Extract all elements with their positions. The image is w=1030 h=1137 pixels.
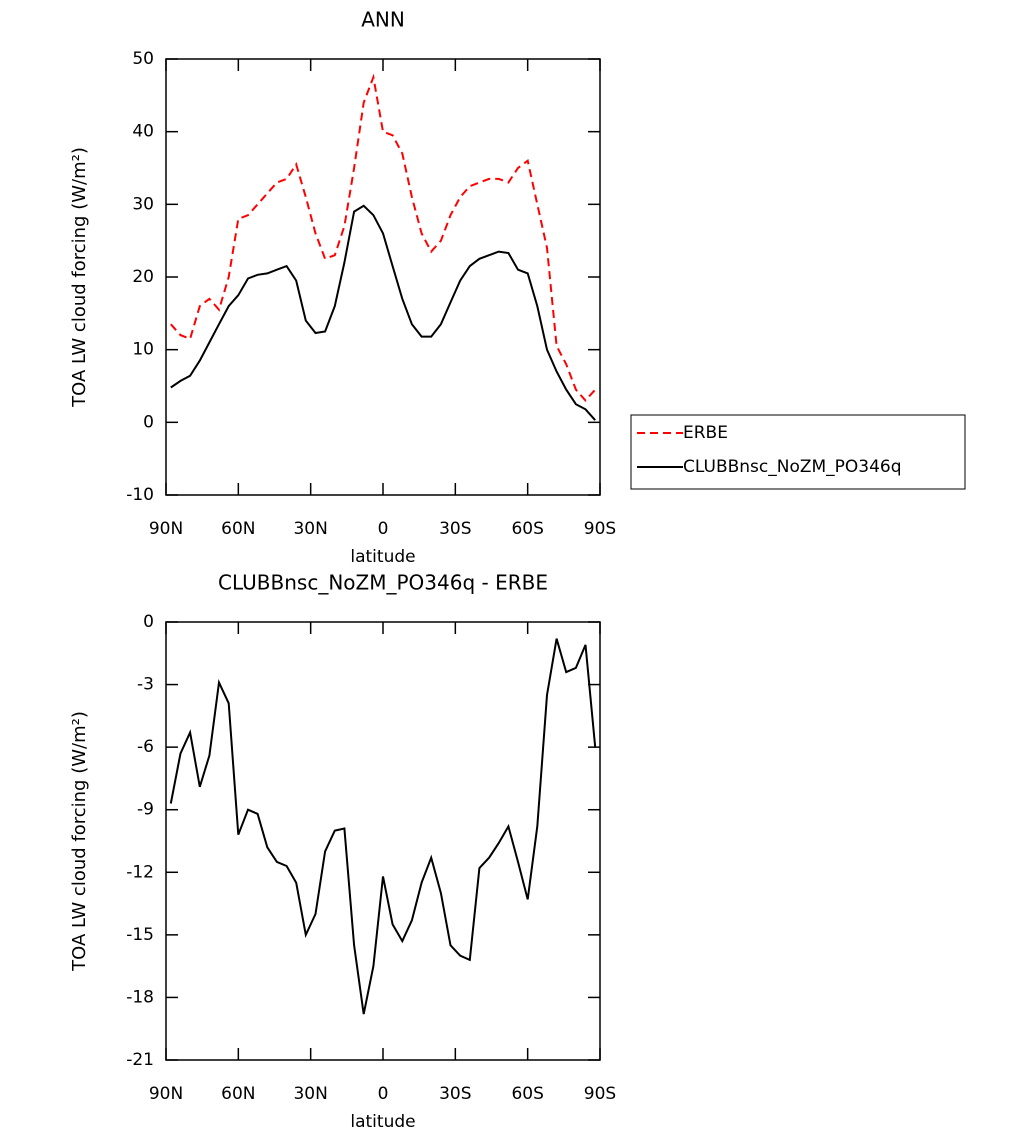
data-line: [170, 204, 596, 421]
x-tick-label: 60N: [221, 519, 255, 539]
y-axis-label: TOA LW cloud forcing (W/m²): [69, 147, 90, 408]
y-tick-label: 50: [132, 49, 154, 69]
x-tick-label: 90N: [149, 1084, 183, 1104]
legend-label: ERBE: [683, 423, 728, 443]
x-axis-label: latitude: [350, 547, 415, 567]
chart-title: CLUBBnsc_NoZM_PO346q - ERBE: [218, 571, 548, 595]
y-tick-label: -6: [137, 737, 154, 757]
y-axis-label: TOA LW cloud forcing (W/m²): [69, 711, 90, 972]
data-line: [170, 73, 596, 403]
y-tick-label: 20: [132, 267, 154, 287]
y-tick-label: 30: [132, 194, 154, 214]
y-tick-label: -9: [137, 800, 154, 820]
y-tick-label: -15: [126, 925, 154, 945]
y-tick-label: 0: [143, 612, 154, 632]
x-tick-label: 90S: [584, 1084, 616, 1104]
y-tick-label: 40: [132, 122, 154, 142]
y-tick-label: -10: [126, 485, 154, 505]
x-tick-label: 0: [378, 1084, 389, 1104]
y-tick-label: -18: [126, 987, 154, 1007]
plot-frame: [165, 621, 601, 1061]
x-axis-label: latitude: [350, 1112, 415, 1132]
chart-title: ANN: [361, 8, 405, 32]
x-tick-label: 60S: [511, 519, 543, 539]
x-tick-label: 90S: [584, 519, 616, 539]
x-tick-label: 60N: [221, 1084, 255, 1104]
x-tick-label: 30N: [293, 1084, 327, 1104]
y-tick-label: 10: [132, 340, 154, 360]
x-tick-label: 30N: [293, 519, 327, 539]
plot-frame: [165, 58, 601, 496]
y-tick-label: 0: [143, 412, 154, 432]
data-line: [169, 638, 597, 1015]
x-tick-label: 60S: [511, 1084, 543, 1104]
x-tick-label: 30S: [439, 1084, 471, 1104]
x-tick-label: 90N: [149, 519, 183, 539]
legend-label: CLUBBnsc_NoZM_PO346q: [683, 457, 902, 477]
y-tick-label: -21: [126, 1050, 154, 1070]
y-tick-label: -12: [126, 862, 154, 882]
y-tick-label: -3: [137, 675, 154, 695]
legend-box: [630, 414, 966, 490]
x-tick-label: 0: [378, 519, 389, 539]
x-tick-label: 30S: [439, 519, 471, 539]
